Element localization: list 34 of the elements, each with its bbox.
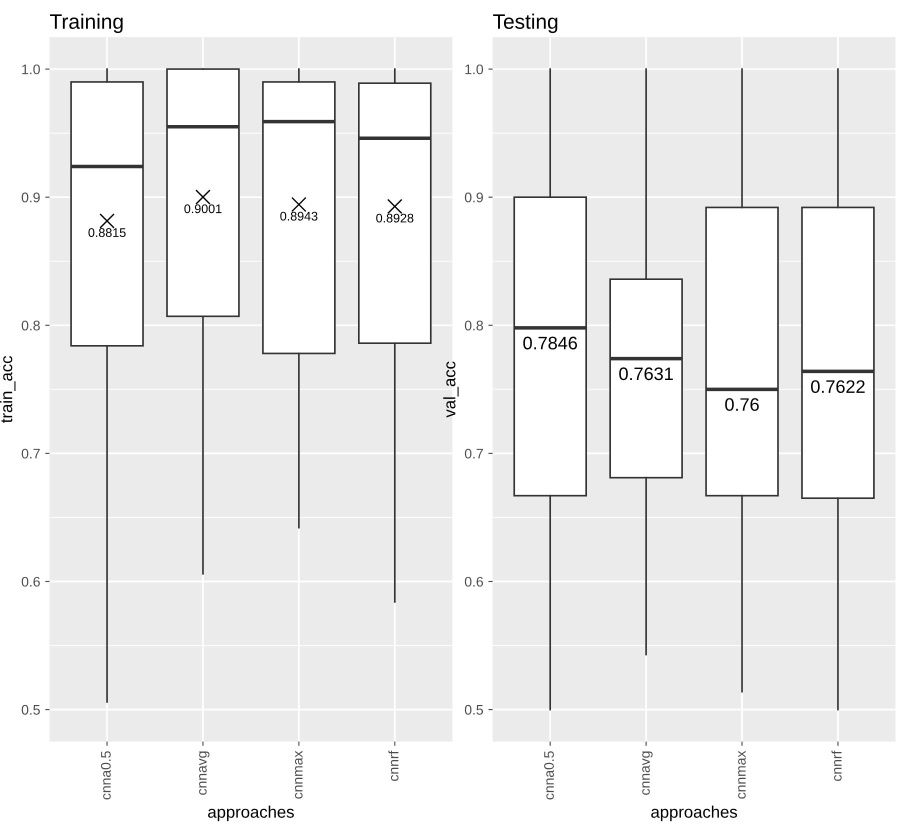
- annotation: 0.7622: [811, 380, 865, 393]
- y-tick-label: 0.7: [464, 448, 483, 459]
- x-axis-title: approaches: [651, 806, 738, 822]
- y-tick-label: 0.8: [464, 320, 484, 330]
- x-tick-label: cnnmax: [738, 750, 746, 799]
- x-tick-label: cnna0.5: [100, 751, 111, 800]
- x-tick-label: cnnavg: [642, 752, 653, 795]
- chart-title: Testing: [493, 14, 558, 34]
- y-axis-title: train_acc: [0, 356, 16, 423]
- x-tick-label: cnnavg: [199, 752, 210, 795]
- chart-title: Training: [50, 14, 123, 34]
- x-tick-label: cnna0.5: [544, 751, 554, 800]
- annotation: 0.7846: [523, 336, 578, 350]
- y-tick-label: 1.0: [22, 64, 40, 74]
- annotation: 0.8928: [376, 214, 414, 223]
- y-tick-label: 0.8: [22, 320, 40, 330]
- annotation: 0.8943: [280, 212, 318, 221]
- y-tick-label: 0.6: [22, 576, 40, 587]
- x-tick-label: cnnrf: [831, 750, 842, 781]
- annotation: 0.7631: [619, 367, 673, 380]
- y-tick-label: 0.9: [464, 192, 483, 202]
- x-axis-title: approaches: [208, 806, 294, 822]
- annotation: 0.76: [725, 398, 759, 411]
- y-tick-label: 0.6: [464, 576, 484, 587]
- y-axis-title: val_acc: [443, 362, 459, 418]
- annotation: 0.9001: [184, 204, 222, 214]
- x-tick-label: cnnmax: [295, 750, 303, 799]
- annotation: 0.8815: [88, 228, 126, 238]
- y-tick-label: 0.9: [22, 192, 40, 202]
- x-tick-label: cnnrf: [388, 750, 399, 781]
- y-tick-label: 0.5: [464, 704, 484, 715]
- y-tick-label: 0.7: [22, 448, 40, 459]
- y-tick-label: 1.0: [465, 64, 484, 74]
- y-tick-label: 0.5: [22, 704, 40, 715]
